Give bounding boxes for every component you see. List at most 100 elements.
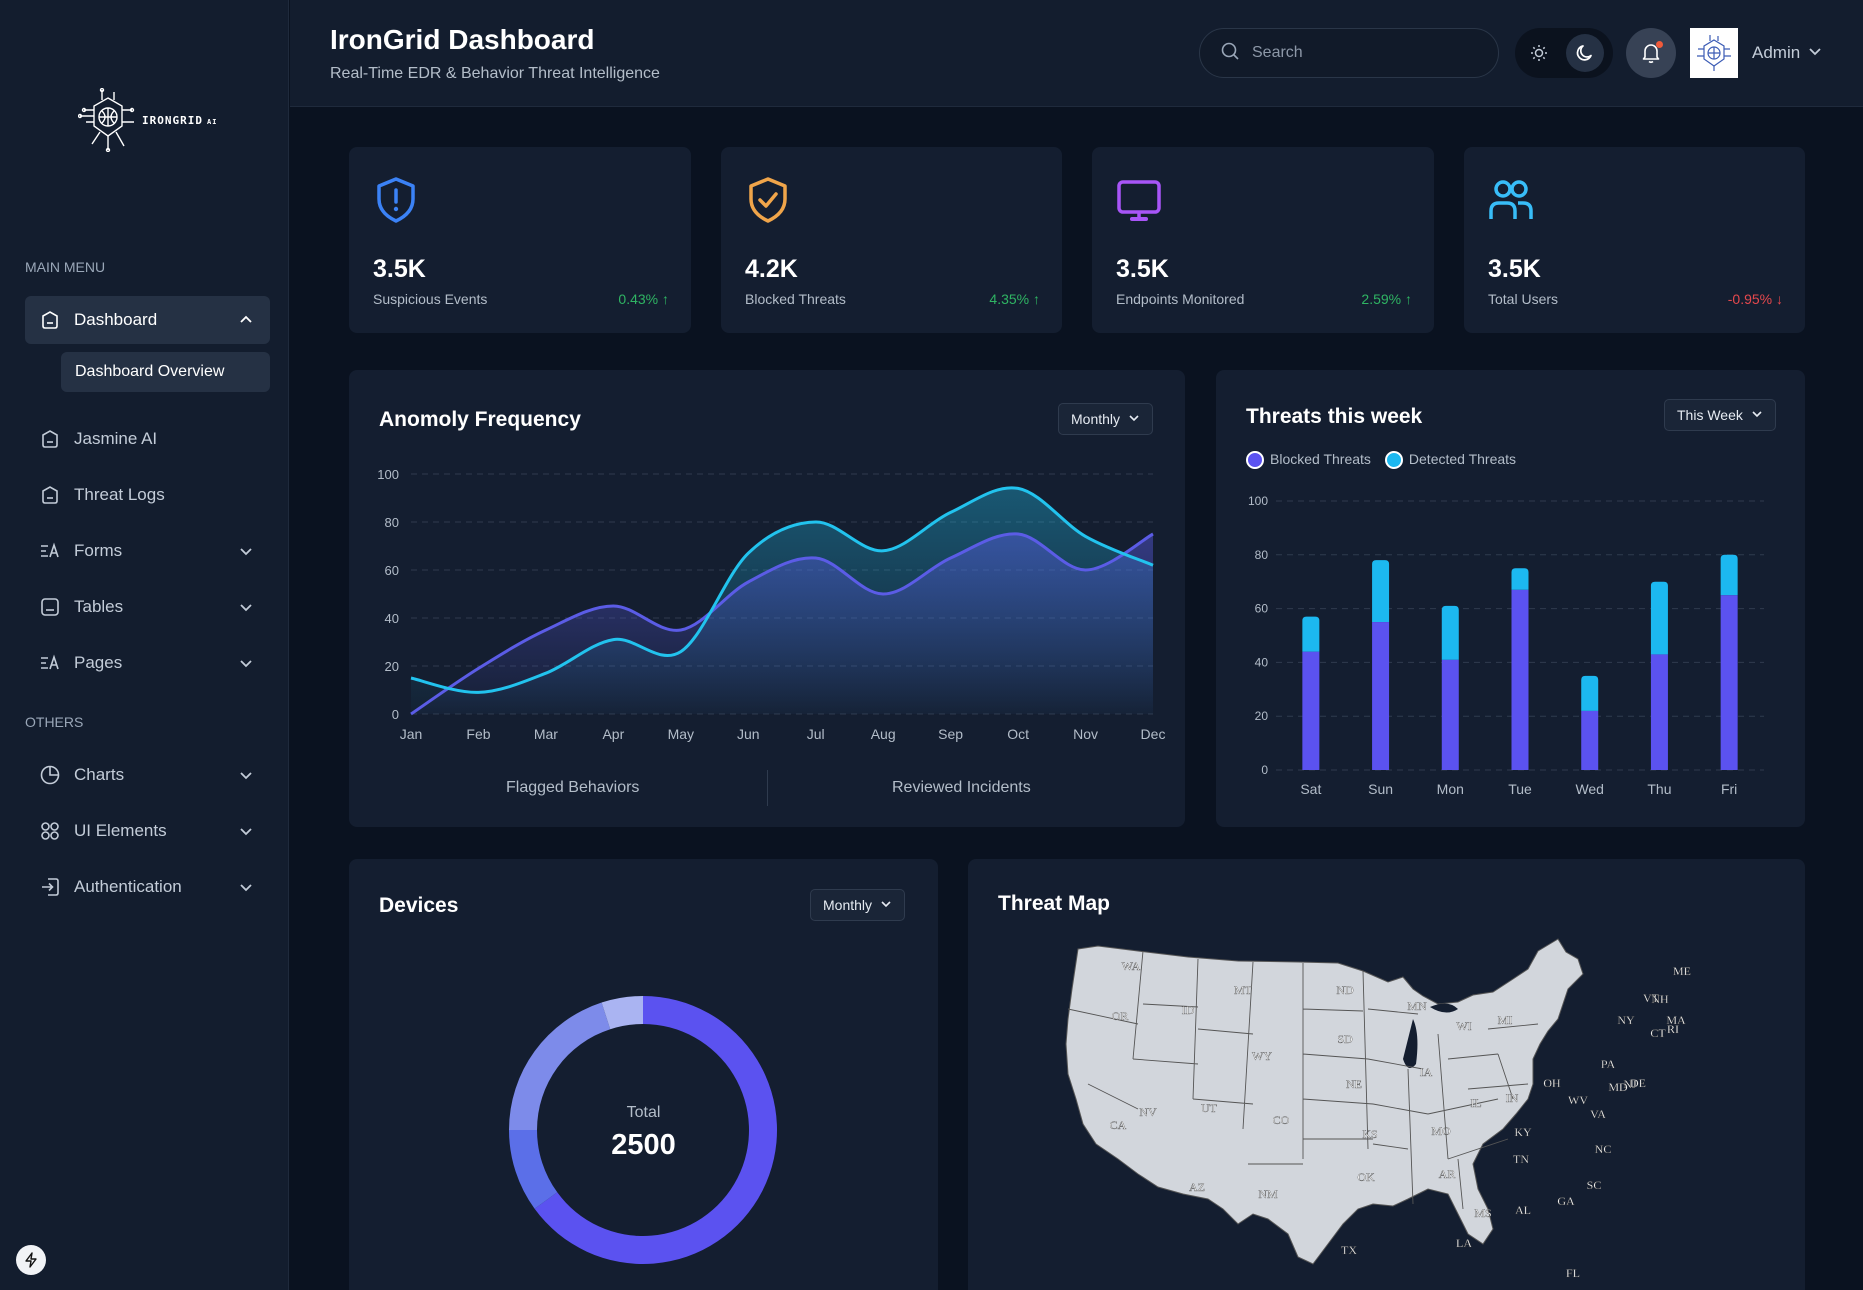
data-point [883, 550, 884, 551]
light-mode-button[interactable] [1520, 34, 1558, 72]
data-point [411, 678, 412, 679]
sidebar-item-pages[interactable]: Pages [25, 639, 270, 687]
notification-button[interactable] [1626, 28, 1676, 78]
sidebar-item-dashboard[interactable]: Dashboard [25, 296, 270, 344]
chevron-down-icon [1751, 407, 1763, 423]
sidebar-item-authentication[interactable]: Authentication [25, 863, 270, 911]
x-tick-label: Jul [807, 726, 825, 742]
stat-change: 4.35% ↑ [989, 291, 1040, 307]
stat-label: Suspicious Events [373, 291, 488, 307]
y-tick-label: 80 [1255, 548, 1269, 562]
top-header: IronGrid Dashboard Real-Time EDR & Behav… [290, 0, 1863, 107]
sidebar-item-label: Tables [74, 597, 124, 616]
search-box[interactable] [1199, 28, 1499, 78]
threats-week-period-dropdown[interactable]: This Week [1664, 399, 1776, 431]
anomaly-area-chart: 0 20 40 60 80 100 Jan Feb Mar Apr May Jun Jul Aug Sep O… [377, 467, 1165, 742]
bar-segment [1511, 568, 1529, 590]
forms-icon [38, 539, 62, 563]
anomaly-title: Anomoly Frequency [379, 408, 581, 431]
dark-mode-button[interactable] [1566, 34, 1604, 72]
chevron-down-icon [236, 541, 256, 561]
stat-card-endpoints-monitored: 3.5K Endpoints Monitored 2.59% ↑ [1092, 147, 1434, 333]
bar-segment [1720, 554, 1738, 596]
sidebar-item-threat-logs[interactable]: Threat Logs [25, 471, 270, 519]
avatar[interactable] [1690, 28, 1738, 78]
us-map[interactable]: WA OR CA ID NV MT WY UT AZ CO NM ND SD NE KS OK TX MN IA MO… [968, 859, 1805, 1290]
sidebar-subitem-dashboard-overview[interactable]: Dashboard Overview [61, 352, 270, 392]
donut-slice [509, 1130, 558, 1209]
search-input[interactable] [1252, 44, 1472, 62]
sidebar-item-label: Threat Logs [74, 485, 165, 504]
y-tick-label: 40 [1255, 655, 1269, 669]
sidebar-item-label: Forms [74, 541, 123, 560]
data-point [1153, 565, 1154, 566]
data-point [1153, 534, 1154, 535]
tab-reviewed-incidents[interactable]: Reviewed Incidents [892, 779, 1031, 796]
stat-label: Blocked Threats [745, 291, 846, 307]
x-tick-label: Sat [1300, 781, 1321, 797]
state-label-nv: NV [1139, 1105, 1157, 1119]
bar-segment [1441, 605, 1459, 660]
y-tick-label: 80 [385, 515, 399, 530]
stat-value: 3.5K [373, 255, 426, 283]
user-menu[interactable]: Admin [1752, 43, 1822, 63]
tab-flagged-behaviors[interactable]: Flagged Behaviors [506, 779, 640, 796]
stat-label: Total Users [1488, 291, 1559, 307]
x-tick-label: Feb [466, 726, 490, 742]
x-tick-label: Mon [1437, 781, 1464, 797]
bar-segment [1650, 581, 1668, 655]
state-label-in: IN [1506, 1091, 1519, 1105]
anomaly-frequency-card: Anomoly Frequency Monthly 0 20 40 60 80 100 Ja… [349, 370, 1185, 827]
x-tick-label: Sun [1368, 781, 1393, 797]
x-tick-label: Jun [737, 726, 760, 742]
state-label-or: OR [1112, 1009, 1129, 1023]
sidebar-item-tables[interactable]: Tables [25, 583, 270, 631]
stat-change: -0.95% ↓ [1727, 291, 1783, 307]
data-point [411, 714, 412, 715]
bar-segment [1581, 710, 1599, 770]
stat-label: Endpoints Monitored [1116, 291, 1245, 307]
theme-toggle[interactable] [1515, 28, 1613, 78]
state-label-ia: IA [1420, 1065, 1433, 1079]
state-label-nj: NJ [1623, 1077, 1637, 1091]
sidebar-item-charts[interactable]: Charts [25, 751, 270, 799]
state-label-nd: ND [1336, 983, 1354, 997]
threat-map-title: Threat Map [998, 892, 1111, 915]
sidebar-item-label: Dashboard [74, 310, 158, 329]
bar-segment [1302, 616, 1320, 652]
state-label-ky: KY [1514, 1125, 1532, 1139]
chevron-down-icon [1808, 43, 1822, 63]
logo-icon [78, 88, 135, 152]
data-point [815, 558, 816, 559]
devices-period-dropdown[interactable]: Monthly [810, 889, 906, 921]
login-icon [38, 875, 62, 899]
x-tick-label: Mar [534, 726, 558, 742]
series-area-0 [411, 533, 1153, 714]
bar-segment [1511, 589, 1529, 770]
bar-segment [1302, 651, 1320, 770]
sidebar-item-ui-elements[interactable]: UI Elements [25, 807, 270, 855]
state-label-ut: UT [1201, 1101, 1218, 1115]
state-label-vt: VT [1643, 991, 1660, 1005]
bar-segment [1441, 659, 1459, 770]
state-label-il: IL [1470, 1096, 1481, 1110]
data-point [815, 522, 816, 523]
brand-logo[interactable]: IRONGRID AI [78, 88, 217, 152]
home-icon [38, 483, 62, 507]
legend-item-blocked[interactable]: Blocked Threats [1246, 451, 1371, 470]
sidebar-item-forms[interactable]: Forms [25, 527, 270, 575]
legend-item-detected[interactable]: Detected Threats [1384, 451, 1516, 470]
chevron-down-icon [1128, 411, 1140, 427]
page-subtitle: Real-Time EDR & Behavior Threat Intellig… [330, 65, 660, 82]
bar-segment [1372, 622, 1390, 770]
data-point [748, 553, 749, 554]
anomaly-period-dropdown[interactable]: Monthly [1058, 403, 1154, 435]
data-point [545, 630, 546, 631]
state-label-tx: TX [1341, 1243, 1357, 1257]
bell-icon [1642, 44, 1660, 64]
sidebar-item-jasmine-ai[interactable]: Jasmine AI [25, 415, 270, 463]
bolt-icon[interactable] [16, 1245, 46, 1275]
data-point [613, 639, 614, 640]
state-label-co: CO [1273, 1113, 1290, 1127]
state-label-mi: MI [1498, 1013, 1513, 1027]
